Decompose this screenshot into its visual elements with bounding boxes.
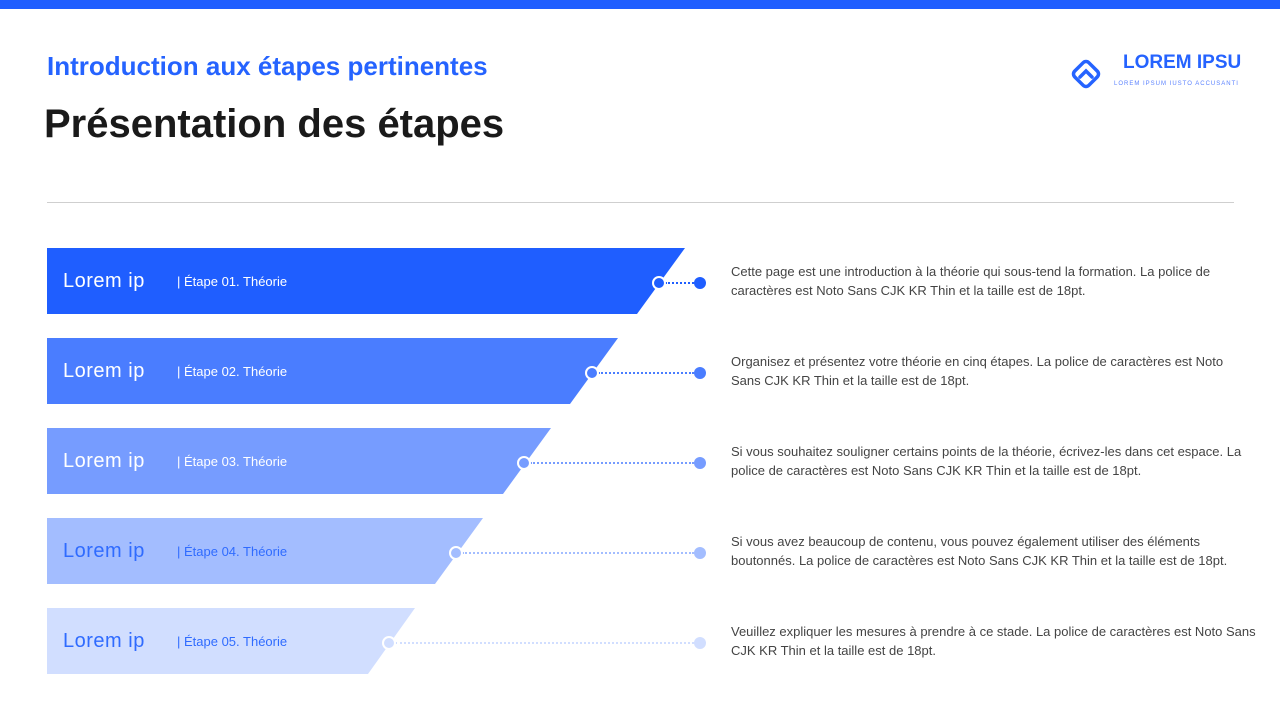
step-description: Veuillez expliquer les mesures à prendre… bbox=[731, 624, 1256, 658]
step-label: | Étape 05. Théorie bbox=[177, 634, 288, 649]
page-title: Présentation des étapes bbox=[44, 102, 505, 146]
step-label: | Étape 01. Théorie bbox=[177, 274, 288, 289]
section-subtitle: Introduction aux étapes pertinentes bbox=[47, 51, 488, 81]
step-description: Cette page est une introduction à la thé… bbox=[731, 264, 1211, 298]
logo-tagline: LOREM IPSUM IUSTO ACCUSANTI bbox=[1114, 81, 1239, 87]
connector-line bbox=[665, 282, 694, 284]
divider bbox=[47, 202, 1234, 203]
step-description: Si vous avez beaucoup de contenu, vous p… bbox=[731, 534, 1228, 568]
step-row: Lorem ip | Étape 05. Théorie Veuillez ex… bbox=[0, 608, 1280, 674]
ring-marker-icon bbox=[449, 546, 463, 560]
step-label: | Étape 03. Théorie bbox=[177, 454, 288, 469]
step-bar bbox=[47, 338, 618, 404]
ring-marker-icon bbox=[382, 636, 396, 650]
step-label: | Étape 04. Théorie bbox=[177, 544, 288, 559]
connector-line bbox=[395, 642, 694, 644]
step-bar bbox=[47, 608, 415, 674]
ring-marker-icon bbox=[585, 366, 599, 380]
diamond-chevron-icon bbox=[1071, 59, 1101, 89]
top-accent-bar bbox=[0, 0, 1280, 9]
dot-marker-icon bbox=[694, 367, 706, 379]
logo: LOREM IPSU LOREM IPSUM IUSTO ACCUSANTI bbox=[1068, 52, 1248, 96]
connector-line bbox=[598, 372, 694, 374]
ring-marker-icon bbox=[517, 456, 531, 470]
step-row: Lorem ip | Étape 02. Théorie Organisez e… bbox=[0, 338, 1280, 404]
connector-line bbox=[462, 552, 694, 554]
step-name: Lorem ip bbox=[63, 630, 145, 652]
step-name: Lorem ip bbox=[63, 360, 145, 382]
step-row: Lorem ip | Étape 03. Théorie Si vous sou… bbox=[0, 428, 1280, 494]
step-label: | Étape 02. Théorie bbox=[177, 364, 288, 379]
step-row: Lorem ip | Étape 04. Théorie Si vous ave… bbox=[0, 518, 1280, 584]
ring-marker-icon bbox=[652, 276, 666, 290]
step-bar bbox=[47, 428, 551, 494]
dot-marker-icon bbox=[694, 457, 706, 469]
dot-marker-icon bbox=[694, 277, 706, 289]
step-description: Organisez et présentez votre théorie en … bbox=[731, 354, 1224, 388]
connector-line bbox=[530, 462, 694, 464]
logo-name: LOREM IPSU bbox=[1123, 52, 1242, 73]
step-row: Lorem ip | Étape 01. Théorie Cette page … bbox=[0, 248, 1280, 314]
step-bar bbox=[47, 518, 483, 584]
step-description: Si vous souhaitez souligner certains poi… bbox=[731, 444, 1242, 478]
step-bar bbox=[47, 248, 685, 314]
dot-marker-icon bbox=[694, 547, 706, 559]
step-name: Lorem ip bbox=[63, 270, 145, 292]
dot-marker-icon bbox=[694, 637, 706, 649]
step-name: Lorem ip bbox=[63, 450, 145, 472]
step-name: Lorem ip bbox=[63, 540, 145, 562]
